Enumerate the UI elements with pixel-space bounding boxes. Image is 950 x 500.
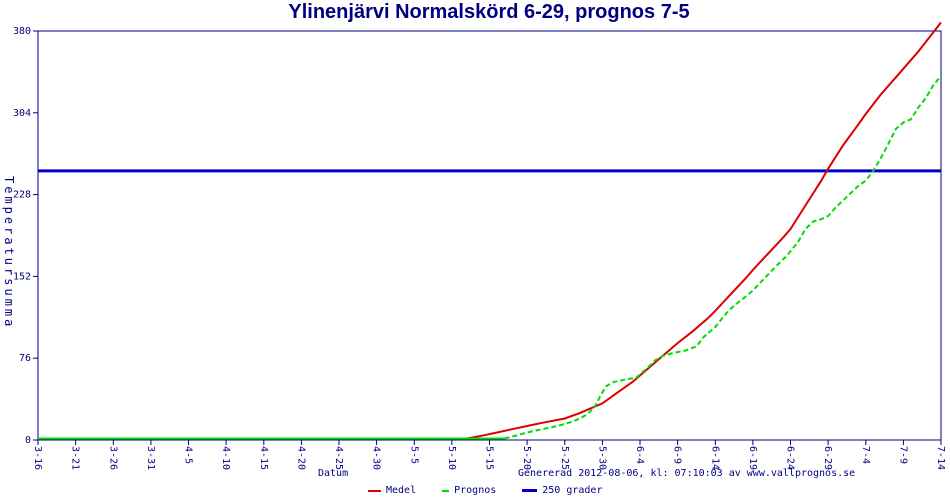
x-tick-label: 6-29 — [822, 446, 833, 470]
x-tick-label: 7-14 — [935, 446, 946, 470]
x-tick-label: 4-30 — [371, 446, 382, 470]
y-tick-label: 380 — [13, 26, 31, 37]
x-tick-label: 3-21 — [70, 446, 81, 470]
medel-line-swatch — [368, 489, 381, 492]
legend-label-medel: Medel — [386, 485, 417, 496]
series-line-prognos — [504, 75, 942, 440]
x-axis-label: Datum — [318, 468, 349, 479]
y-tick-label: 228 — [13, 190, 31, 201]
x-tick-label: 6-9 — [672, 446, 683, 464]
x-tick-label: 5-30 — [596, 446, 607, 470]
x-tick-label: 5-10 — [446, 446, 457, 470]
y-tick-label: 304 — [13, 108, 31, 119]
prognos-line-swatch — [442, 489, 450, 492]
plot-frame — [37, 30, 942, 441]
x-tick-label: 6-24 — [785, 446, 796, 470]
x-tick-label: 4-15 — [258, 446, 269, 470]
legend-item-medel: Medel — [368, 485, 416, 496]
x-tick-label: 5-5 — [408, 446, 419, 464]
limit-line-swatch — [522, 489, 538, 492]
legend-item-prognos: Prognos — [442, 485, 496, 496]
x-tick-label: 7-4 — [860, 446, 871, 464]
legend-label-prognos: Prognos — [454, 485, 497, 496]
y-tick-label: 0 — [25, 435, 31, 446]
x-tick-label: 3-31 — [145, 446, 156, 470]
x-tick-label: 7-9 — [897, 446, 908, 464]
x-tick-label: 6-4 — [634, 446, 645, 464]
legend-label-250-grader: 250 grader — [542, 485, 603, 496]
legend: Medel Prognos 250 grader — [368, 485, 602, 496]
x-tick-label: 5-15 — [484, 446, 495, 470]
x-tick-label: 4-25 — [333, 446, 344, 470]
x-tick-label: 3-16 — [32, 446, 43, 470]
y-tick-label: 76 — [19, 353, 31, 364]
chart-title: Ylinenjärvi Normalskörd 6-29, prognos 7-… — [288, 1, 690, 23]
y-tick-label: 152 — [13, 271, 31, 282]
x-tick-label: 6-14 — [709, 446, 720, 470]
x-tick-label: 4-20 — [295, 446, 306, 470]
y-axis-label: Temperatursumma — [2, 176, 16, 330]
generated-footer: Genererad 2012-08-06, kl: 07:10:03 av ww… — [518, 468, 856, 479]
x-tick-label: 3-26 — [107, 446, 118, 470]
series-line-medel — [38, 21, 942, 440]
x-tick-label: 4-10 — [220, 446, 231, 470]
legend-item-250-grader: 250 grader — [522, 485, 602, 496]
x-tick-label: 4-5 — [183, 446, 194, 464]
x-tick-label: 5-25 — [559, 446, 570, 470]
x-tick-label: 5-20 — [521, 446, 532, 470]
x-tick-label: 6-19 — [747, 446, 758, 470]
